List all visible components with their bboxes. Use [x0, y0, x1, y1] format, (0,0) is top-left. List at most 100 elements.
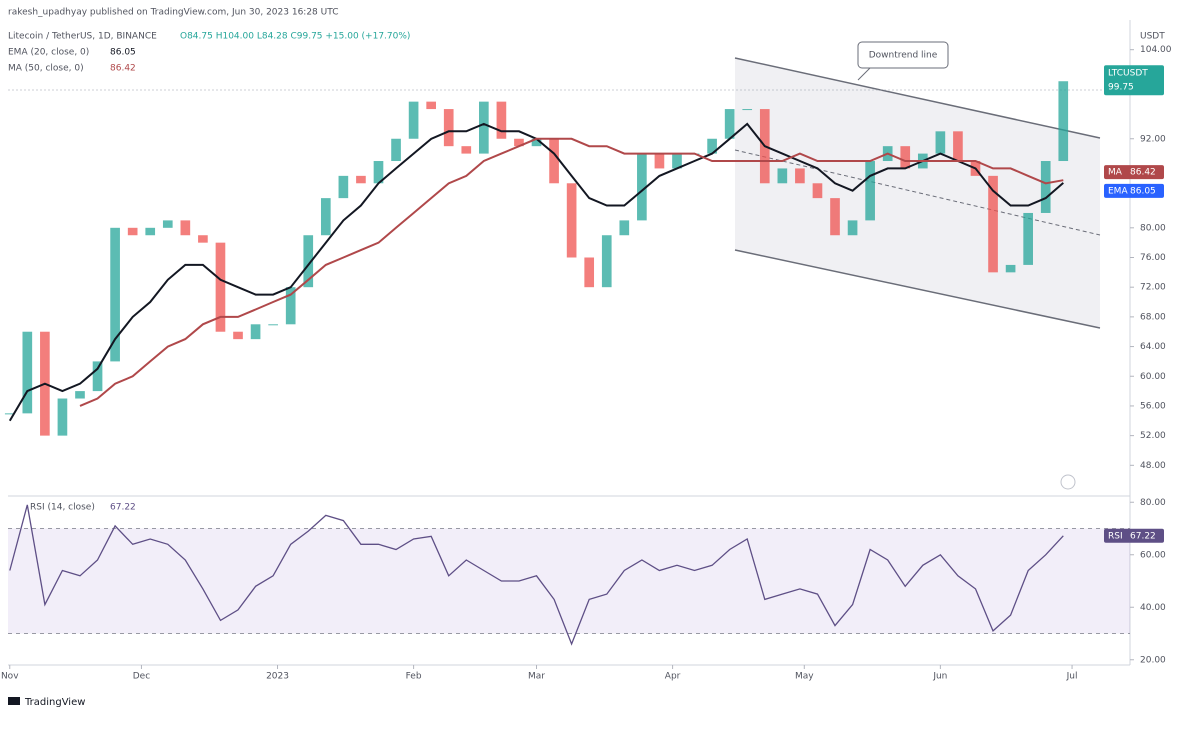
- y-tick-label: 56.00: [1140, 401, 1166, 411]
- price-tag-value: 99.75: [1108, 83, 1134, 93]
- rsi-legend-value: 67.22: [110, 503, 136, 513]
- rsi-band: [8, 528, 1130, 634]
- publisher: rakesh_upadhyay published on TradingView…: [8, 8, 338, 18]
- candle: [830, 198, 840, 236]
- candle: [654, 153, 665, 169]
- candle: [215, 242, 226, 332]
- candle: [988, 175, 998, 273]
- legend-value: 86.42: [110, 64, 136, 74]
- currency-label: USDT: [1140, 32, 1165, 42]
- candle: [900, 146, 911, 169]
- candle: [443, 109, 454, 147]
- y-tick-label: 40.00: [1140, 603, 1166, 613]
- candle: [795, 168, 805, 184]
- x-tick-label: Jul: [1066, 672, 1078, 682]
- axis-tag-text: 86.05: [1130, 186, 1156, 196]
- candle: [391, 138, 401, 162]
- legend-name: MA (50, close, 0): [8, 64, 84, 74]
- axis-tag: [1104, 183, 1164, 198]
- y-tick-label: 48.00: [1140, 461, 1166, 471]
- candle: [426, 101, 436, 110]
- x-tick-label: Jun: [932, 672, 947, 682]
- candle: [514, 138, 524, 147]
- annotation-box: [857, 41, 949, 69]
- y-tick-label: 64.00: [1140, 342, 1166, 352]
- logo: [8, 697, 20, 705]
- candle: [75, 391, 85, 399]
- candle: [461, 146, 472, 154]
- y-tick-label: 60.00: [1140, 372, 1166, 382]
- candle: [1005, 264, 1016, 273]
- candle: [198, 235, 208, 243]
- annotation: Downtrend line: [869, 51, 938, 61]
- candle: [338, 175, 349, 199]
- ma-line: [79, 137, 1064, 407]
- y-tick-label: 60.00: [1140, 550, 1166, 560]
- candle: [637, 153, 647, 221]
- axis-tag-text: 86.42: [1130, 168, 1156, 178]
- symbol-tag: LTCUSDT: [1108, 69, 1148, 79]
- candle: [356, 175, 366, 184]
- candle: [1023, 212, 1033, 265]
- candle: [127, 227, 138, 236]
- candle: [320, 198, 331, 236]
- candle: [566, 183, 577, 258]
- annotation-pointer: [857, 67, 871, 81]
- y-tick-label: 72.00: [1140, 283, 1166, 293]
- y-tick-label: 92.00: [1140, 134, 1166, 144]
- candle: [4, 413, 15, 415]
- candle: [303, 235, 314, 288]
- x-tick-label: 2023: [266, 672, 289, 682]
- legend-name: EMA (20, close, 0): [8, 48, 89, 58]
- candle: [496, 101, 507, 139]
- x-tick-label: Dec: [133, 672, 150, 682]
- candle: [584, 257, 595, 288]
- candle: [162, 220, 173, 228]
- candle: [935, 131, 946, 154]
- candle: [110, 227, 120, 362]
- rsi-legend: RSI (14, close): [30, 503, 95, 513]
- axis-tag-text: MA: [1108, 168, 1123, 178]
- candle: [847, 220, 858, 236]
- candle: [408, 101, 419, 139]
- axis-tag-text: 67.22: [1130, 531, 1156, 541]
- candle: [285, 287, 296, 325]
- candle: [531, 138, 542, 147]
- candle: [479, 101, 489, 154]
- x-tick-label: Feb: [406, 672, 422, 682]
- candle: [233, 331, 243, 340]
- candle: [373, 161, 384, 184]
- ohlc-summary: O84.75 H104.00 L84.28 C99.75 +15.00 (+17…: [180, 32, 410, 42]
- channel-upper: [734, 57, 1101, 139]
- channel-fill: [735, 58, 1100, 328]
- rsi-line: [9, 504, 1064, 646]
- candle: [953, 131, 963, 162]
- candle: [707, 138, 717, 154]
- y-tick-label: 20.00: [1140, 655, 1166, 665]
- legend-title: Litecoin / TetherUS, 1D, BINANCE: [8, 32, 157, 42]
- candle: [92, 361, 103, 392]
- x-tick-label: Nov: [1, 672, 19, 682]
- axis-tag: [1104, 528, 1164, 543]
- y-tick-label: 104.00: [1140, 45, 1172, 55]
- axis-tag-text: EMA: [1108, 186, 1128, 196]
- candle: [672, 153, 682, 169]
- y-tick-label: 76.00: [1140, 253, 1166, 263]
- candle: [1058, 81, 1069, 162]
- candle: [865, 161, 875, 221]
- price-tag: [1104, 65, 1164, 96]
- y-tick-label: 68.00: [1140, 312, 1166, 322]
- candle: [777, 168, 788, 184]
- candle: [145, 227, 156, 236]
- candle: [619, 220, 630, 236]
- channel-lower: [734, 249, 1101, 329]
- axis-tag: [1104, 165, 1164, 180]
- candle: [601, 235, 612, 288]
- legend-value: 86.05: [110, 48, 136, 58]
- axis-tag-text: RSI: [1108, 531, 1123, 541]
- y-tick-label: 80.00: [1140, 223, 1166, 233]
- y-tick-label: 52.00: [1140, 431, 1166, 441]
- alert-icon: [1060, 474, 1076, 490]
- candle: [1040, 161, 1051, 213]
